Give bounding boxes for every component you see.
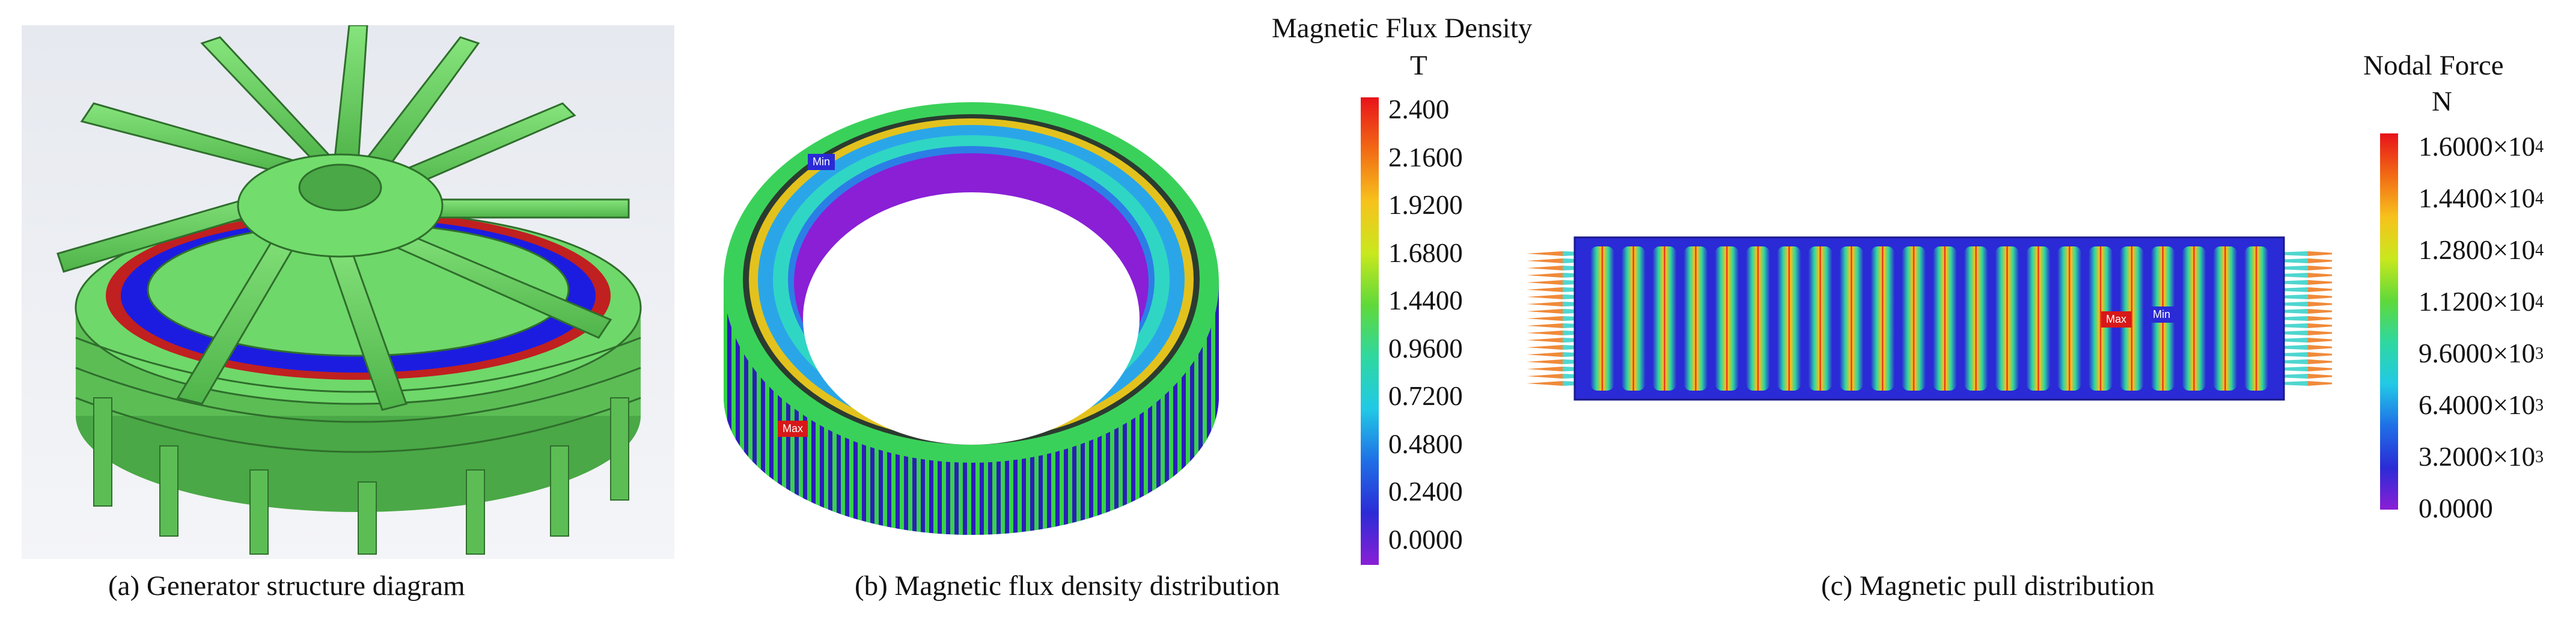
tick-mantissa: 3.2000×10: [2419, 442, 2536, 472]
tick-exponent: 4: [2535, 189, 2544, 208]
pull-cells: [1590, 246, 2268, 391]
pull-cell: [2089, 246, 2113, 391]
legend-b-unit: T: [1410, 50, 1427, 81]
max-marker: Max: [778, 421, 808, 437]
pull-cell: [1777, 246, 1801, 391]
min-marker: Min: [808, 154, 835, 170]
tick-exponent: 4: [2535, 293, 2544, 311]
legend-b-tick-label: 0.9600: [1388, 333, 1463, 364]
tick-exponent: 4: [2535, 138, 2544, 156]
tick-mantissa: 1.4400×10: [2419, 183, 2536, 213]
legend-c-tick-label: 3.2000×103: [2419, 444, 2544, 471]
pull-cell: [1870, 246, 1895, 391]
pull-cell: [1808, 246, 1833, 391]
caption-panel-a: (a) Generator structure diagram: [108, 570, 465, 602]
legend-c-colorbar: [2380, 133, 2398, 510]
pull-cell: [2213, 246, 2238, 391]
tick-exponent: 3: [2535, 396, 2544, 415]
legend-b-tick-label: 0.7200: [1388, 381, 1463, 411]
panel-c-magnetic-pull: Max Min: [1527, 228, 2332, 409]
panel-b-flux-density: Min Max: [719, 78, 1224, 541]
legend-c-tick-label: 0.0000: [2419, 495, 2493, 522]
central-hub: [237, 153, 444, 258]
legend-b-colorbar: [1361, 97, 1379, 565]
pull-cell: [1995, 246, 2019, 391]
caption-panel-c: (c) Magnetic pull distribution: [1821, 570, 2155, 602]
support-legs: [93, 397, 629, 555]
legend-c-tick-label: 6.4000×103: [2419, 392, 2544, 419]
legend-c-tick-label: 9.6000×103: [2419, 340, 2544, 367]
pull-cell: [2026, 246, 2051, 391]
tick-mantissa: 6.4000×10: [2419, 390, 2536, 420]
legend-c-tick-label: 1.4400×104: [2419, 185, 2544, 212]
legend-c-tick-label: 1.2800×104: [2419, 237, 2544, 264]
pull-cell: [1746, 246, 1770, 391]
legend-c-tick-label: 1.6000×104: [2419, 133, 2544, 160]
min-marker: Min: [2148, 306, 2176, 323]
legend-b-tick-label: 0.0000: [1388, 524, 1463, 555]
tick-mantissa: 1.6000×10: [2419, 132, 2536, 162]
pull-cell: [1933, 246, 1957, 391]
legend-b-title: Magnetic Flux Density: [1272, 13, 1533, 44]
tick-exponent: 3: [2535, 448, 2544, 466]
flux-density-ring-plot: [724, 102, 1219, 535]
legend-b-tick-label: 0.4800: [1388, 428, 1463, 459]
panel-a-generator-structure: [22, 24, 674, 559]
legend-b-tick-label: 1.6800: [1388, 237, 1463, 268]
max-marker: Max: [2101, 311, 2132, 328]
legend-b-tick-label: 1.4400: [1388, 285, 1463, 316]
pull-cell: [1590, 246, 1614, 391]
tick-mantissa: 0.0000: [2419, 493, 2493, 523]
generator-structure-illustration: [56, 24, 642, 555]
pull-cell: [1839, 246, 1864, 391]
pull-cell: [2119, 246, 2144, 391]
tick-mantissa: 9.6000×10: [2419, 338, 2536, 368]
tick-exponent: 4: [2535, 241, 2544, 260]
pull-cell: [1683, 246, 1708, 391]
ring-inner-wall: [794, 153, 1149, 445]
tick-exponent: 3: [2535, 344, 2544, 363]
pull-cell: [2244, 246, 2268, 391]
pull-cell: [1902, 246, 1926, 391]
radial-spokes: [56, 24, 630, 411]
pull-cell: [1621, 246, 1646, 391]
legend-c-unit: N: [2432, 86, 2452, 117]
caption-panel-b: (b) Magnetic flux density distribution: [855, 570, 1280, 602]
pull-cell: [1652, 246, 1677, 391]
legend-c-title: Nodal Force: [2363, 50, 2504, 81]
pull-strip-body: [1573, 236, 2285, 401]
pull-cell: [2182, 246, 2206, 391]
pull-cell: [1715, 246, 1739, 391]
legend-b-tick-label: 1.9200: [1388, 190, 1463, 220]
tick-mantissa: 1.2800×10: [2419, 235, 2536, 265]
legend-b-tick-label: 0.2400: [1388, 477, 1463, 507]
legend-c-tick-label: 1.1200×104: [2419, 288, 2544, 316]
legend-b-tick-label: 2.400: [1388, 94, 1450, 124]
legend-b-tick-label: 2.1600: [1388, 142, 1463, 172]
tick-mantissa: 1.1200×10: [2419, 287, 2536, 317]
pull-cell: [1964, 246, 1988, 391]
magnetic-pull-plot: [1527, 236, 2332, 401]
pull-cell: [2057, 246, 2082, 391]
